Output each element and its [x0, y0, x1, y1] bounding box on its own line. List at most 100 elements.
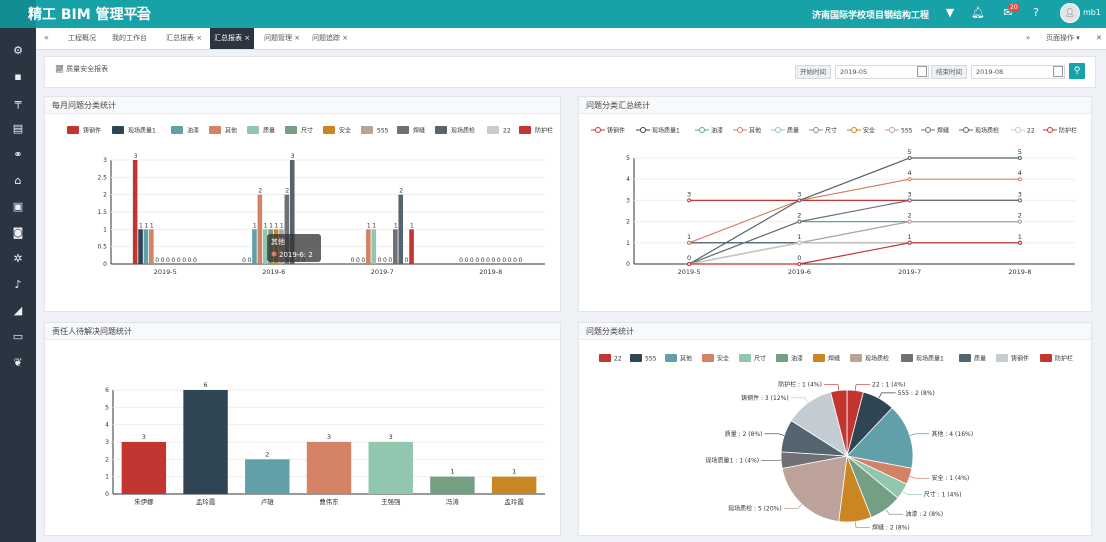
bell-icon[interactable]: 🔔︎ [971, 6, 985, 19]
bar [398, 194, 404, 264]
panel-title: 问题分类汇总统计 [579, 97, 1091, 114]
mail-icon[interactable]: ✉ [1003, 6, 1013, 19]
bar [368, 442, 413, 494]
data-label: 0 [492, 257, 496, 264]
end-date-input[interactable]: 2019-08 [971, 65, 1065, 79]
camera-icon[interactable]: ◙ [12, 226, 24, 239]
dashboard-icon[interactable]: ⚙ [13, 44, 23, 57]
data-point [1017, 240, 1022, 245]
legend-label: 油漆 [791, 355, 803, 363]
legend-label: 现场质检 [865, 355, 889, 363]
data-label: 0 [497, 257, 501, 264]
leaf-icon[interactable]: ❦ [13, 356, 23, 369]
legend-swatch [595, 127, 601, 133]
tab-summary-active[interactable]: 汇总报表 × [210, 28, 255, 49]
data-label: 0 [513, 257, 517, 264]
tab-issue-manage[interactable]: 问题管理 × [264, 34, 301, 42]
y-tick-label: 1 [105, 474, 109, 481]
data-label: 0 [171, 257, 175, 264]
legend-swatch [850, 354, 862, 362]
help-icon[interactable]: ? [1033, 6, 1039, 19]
x-tick-label: 孟玲霞 [196, 497, 216, 506]
x-tick-label: 2019-7 [371, 268, 394, 276]
y-tick-label: 0 [626, 261, 630, 268]
slice-label: 油漆 : 2 (8%) [905, 510, 943, 518]
data-label: 0 [378, 257, 382, 264]
y-tick-label: 3 [105, 439, 109, 446]
structure-icon[interactable]: ╤ [14, 96, 22, 109]
avatar[interactable]: 👤︎ [1060, 3, 1080, 23]
legend-label: 其他 [225, 127, 237, 135]
data-label: 2 [797, 212, 801, 220]
legend-swatch [901, 354, 913, 362]
series-line [688, 178, 1020, 244]
tab-summary-1[interactable]: 汇总报表 × [166, 34, 203, 42]
project-name[interactable]: 济南国际学校项目钢结构工程 [812, 11, 930, 21]
legend-label: 油漆 [711, 127, 723, 135]
page-ops-menu[interactable]: 页面操作 ▾ [1046, 34, 1080, 42]
data-label: 1 [150, 222, 154, 229]
legend-label: 22 [1027, 128, 1035, 135]
database-icon[interactable]: ▤ [12, 122, 24, 135]
legend-swatch [67, 126, 79, 134]
category-pie-chart: 22 555 其他 安全 尺寸 油漆 焊缝 现场质检 现场质量1 质量 铸钢件 防护栏 22 : 1 (… [599, 354, 1073, 531]
data-label: 0 [388, 257, 392, 264]
label-leader [823, 384, 840, 391]
bar [183, 390, 228, 494]
y-tick-label: 4 [105, 422, 109, 429]
settings-icon[interactable]: ✲ [13, 252, 23, 265]
document-icon[interactable]: ▣ [12, 200, 24, 213]
slice-label: 防护栏 : 1 (4%) [778, 381, 822, 389]
search-button[interactable]: ⚲ [1069, 63, 1085, 79]
end-date-label: 结束时间 [931, 65, 967, 79]
y-tick-label: 5 [105, 404, 109, 411]
legend-label: 555 [645, 356, 657, 363]
close-all-icon[interactable]: ✕ [1096, 34, 1102, 42]
data-label: 2 [258, 188, 262, 195]
menu-toggle-icon[interactable]: ☰ [136, 5, 149, 21]
briefcase-icon[interactable]: ▪ [14, 70, 22, 83]
calendar-icon[interactable] [1053, 66, 1063, 77]
filter-icon[interactable]: ▼ [945, 6, 955, 19]
data-label: 0 [361, 257, 365, 264]
data-point [687, 262, 692, 266]
data-label: 3 [134, 153, 138, 160]
tab-workbench[interactable]: 我的工作台 [112, 34, 147, 42]
x-tick-label: 朱伊娜 [134, 497, 154, 506]
legend-label: 铸钢件 [83, 127, 101, 135]
bar [289, 160, 295, 264]
data-label: 1 [687, 233, 691, 241]
signal-icon[interactable]: ◢ [13, 304, 23, 317]
monitor-icon[interactable]: ▭ [12, 330, 24, 343]
data-label: 0 [797, 254, 801, 262]
legend-swatch [963, 127, 969, 133]
legend-label: 555 [377, 128, 389, 135]
bank-icon[interactable]: ⌂ [14, 174, 22, 187]
monthly-chart-panel: 每月问题分类统计 铸钢件 现场质量1 油漆 其他 质量 尺寸 安全 555 焊缝 现场质检 22 防护… [44, 96, 561, 312]
tab-overview[interactable]: 工程概况 [68, 34, 96, 42]
data-label: 0 [351, 257, 355, 264]
tab-prev-icon[interactable]: « [44, 33, 49, 42]
mail-badge: 20 [1008, 3, 1020, 12]
data-label: 1 [280, 222, 284, 229]
data-label: 0 [502, 257, 506, 264]
tab-issue-track[interactable]: 问题追踪 × [312, 34, 349, 42]
legend-label: 22 [503, 128, 511, 135]
tab-next-icon[interactable]: » [1026, 34, 1031, 42]
data-label: 1 [372, 222, 376, 229]
start-date-input[interactable]: 2019-05 [835, 65, 929, 79]
label-leader [790, 397, 809, 403]
legend-swatch [397, 126, 409, 134]
network-icon[interactable]: ⚭ [13, 148, 23, 161]
bar [284, 194, 290, 264]
legend-label: 防护栏 [535, 127, 553, 135]
slice-label: 铸钢件 : 3 (12%) [741, 394, 789, 402]
data-label: 0 [356, 257, 360, 264]
user-name[interactable]: mb1 [1083, 8, 1101, 17]
legend-label: 现场质量1 [652, 127, 680, 135]
bell-sidebar-icon[interactable]: ♪ [14, 278, 22, 291]
data-label: 0 [193, 257, 197, 264]
y-tick-label: 1 [103, 226, 107, 233]
legend-label: 质量 [787, 127, 799, 135]
calendar-icon[interactable] [917, 66, 927, 77]
